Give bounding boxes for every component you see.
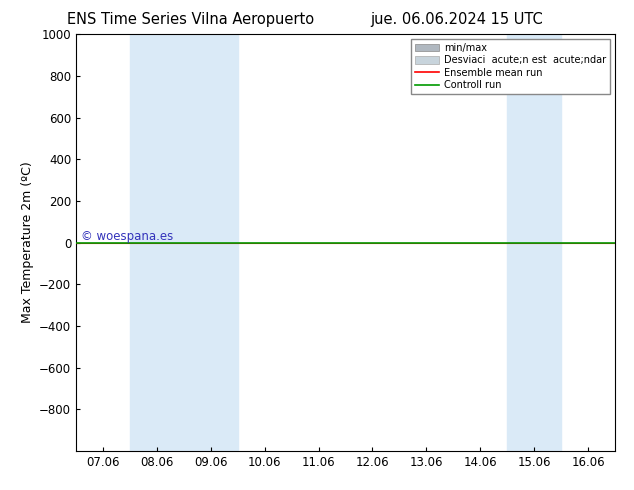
Bar: [130, 34, 238, 451]
Bar: [507, 34, 561, 451]
Text: ENS Time Series Vilna Aeropuerto: ENS Time Series Vilna Aeropuerto: [67, 12, 314, 27]
Legend: min/max, Desviaci  acute;n est  acute;ndar, Ensemble mean run, Controll run: min/max, Desviaci acute;n est acute;ndar…: [411, 39, 610, 94]
Text: © woespana.es: © woespana.es: [81, 230, 174, 243]
Y-axis label: Max Temperature 2m (ºC): Max Temperature 2m (ºC): [20, 162, 34, 323]
Text: jue. 06.06.2024 15 UTC: jue. 06.06.2024 15 UTC: [370, 12, 543, 27]
